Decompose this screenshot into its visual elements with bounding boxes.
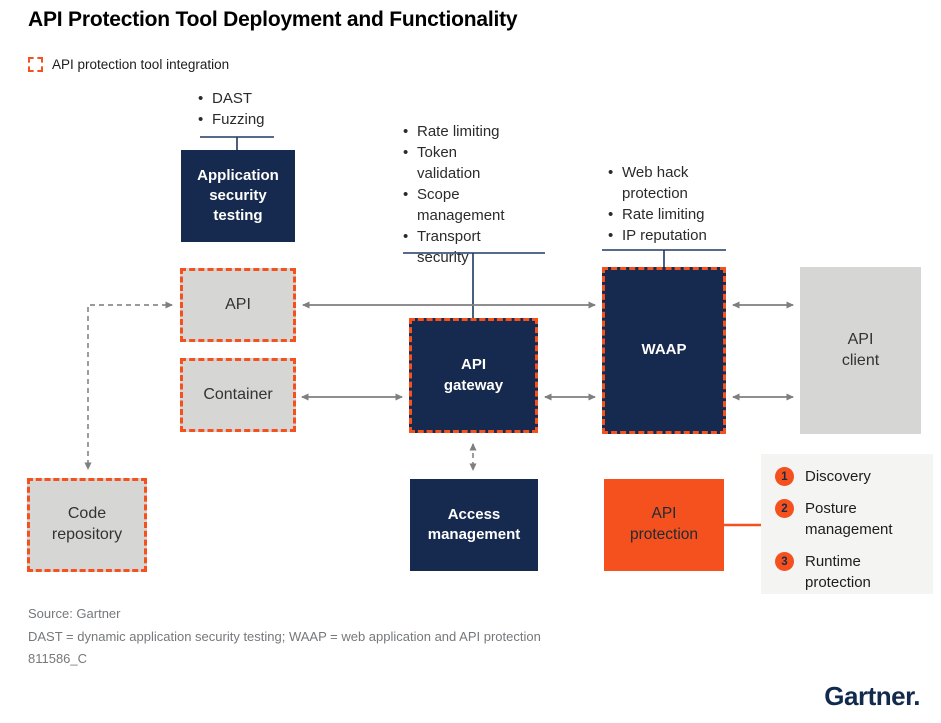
- api-protection-box: API protection: [604, 479, 724, 571]
- ast-connector-line: [200, 136, 274, 150]
- waap-feature-list: • Web hack protection • Rate limiting • IP …: [608, 162, 726, 246]
- number-badge: 1: [775, 467, 794, 486]
- feature-label: Rate limiting: [417, 123, 500, 140]
- list-item: • Web hack protection: [608, 162, 726, 204]
- function-item: 1 Discovery: [775, 466, 933, 487]
- box-label: API gateway: [443, 356, 504, 394]
- dashed-square-icon: [28, 57, 43, 72]
- api-protection-functions-panel: 1 Discovery 2 Posture management 3 Runti…: [761, 454, 933, 594]
- app-security-testing-box: Application security testing: [181, 150, 295, 242]
- box-label: Code repository: [51, 505, 123, 543]
- data-flow-arrows: [301, 301, 794, 401]
- access-management-box: Access management: [410, 479, 538, 571]
- list-item: • Token validation: [403, 142, 523, 184]
- api-box: API: [180, 268, 296, 342]
- gateway-connector-line: [403, 252, 545, 318]
- box-label: API client: [841, 330, 880, 369]
- bullet-icon: •: [403, 228, 409, 245]
- function-label: Discovery: [805, 468, 871, 485]
- function-label: Posture management: [805, 500, 893, 538]
- function-item: 2 Posture management: [775, 498, 933, 540]
- api-gateway-feature-list: • Rate limiting • Token validation • Scope …: [403, 121, 523, 268]
- box-label: API: [225, 295, 251, 313]
- list-item: • Fuzzing: [198, 109, 298, 130]
- box-label: Application security testing: [197, 166, 279, 225]
- list-item: • Rate limiting: [608, 204, 726, 225]
- feature-label: Fuzzing: [212, 111, 265, 128]
- feature-label: Token validation: [417, 144, 481, 182]
- feature-label: DAST: [212, 90, 253, 107]
- list-item: • Scope management: [403, 184, 523, 226]
- code-repository-box: Code repository: [27, 478, 147, 572]
- diagram-title: API Protection Tool Deployment and Funct…: [28, 8, 518, 31]
- feature-label: IP reputation: [622, 227, 707, 244]
- footer-note: DAST = dynamic application security test…: [28, 628, 541, 644]
- bullet-icon: •: [608, 164, 614, 181]
- container-box: Container: [180, 358, 296, 432]
- bullet-icon: •: [608, 206, 614, 223]
- app-security-testing-feature-list: • DAST • Fuzzing: [198, 88, 298, 130]
- box-label: WAAP: [641, 341, 687, 359]
- box-label: API protection: [629, 505, 699, 543]
- footer: Source: Gartner DAST = dynamic applicati…: [28, 603, 541, 671]
- number-badge: 2: [775, 499, 794, 518]
- bullet-icon: •: [403, 186, 409, 203]
- box-label: Access management: [427, 505, 521, 543]
- waap-connector-line: [602, 249, 726, 267]
- feature-label: Rate limiting: [622, 206, 705, 223]
- number-badge: 3: [775, 552, 794, 571]
- feature-label: Scope management: [417, 186, 505, 224]
- bullet-icon: •: [198, 111, 204, 128]
- function-label: Runtime protection: [805, 553, 871, 591]
- integration-legend: API protection tool integration: [28, 57, 229, 72]
- list-item: • Rate limiting: [403, 121, 523, 142]
- bullet-icon: •: [608, 227, 614, 244]
- api-gateway-box: API gateway: [409, 318, 538, 433]
- list-item: • IP reputation: [608, 225, 726, 246]
- box-label: Container: [203, 385, 273, 403]
- bullet-icon: •: [403, 123, 409, 140]
- list-item: • DAST: [198, 88, 298, 109]
- api-client-box: API client: [800, 267, 921, 434]
- waap-box: WAAP: [602, 267, 726, 434]
- legend-label: API protection tool integration: [52, 57, 230, 72]
- bullet-icon: •: [198, 90, 204, 107]
- gartner-logo: Gartner.: [824, 681, 920, 711]
- footer-doc-id: 811586_C: [28, 651, 88, 666]
- function-item: 3 Runtime protection: [775, 551, 933, 593]
- bullet-icon: •: [403, 144, 409, 161]
- footer-source: Source: Gartner: [28, 606, 121, 621]
- feature-label: Web hack protection: [622, 164, 689, 202]
- dashed-flow-arrows: [84, 301, 477, 471]
